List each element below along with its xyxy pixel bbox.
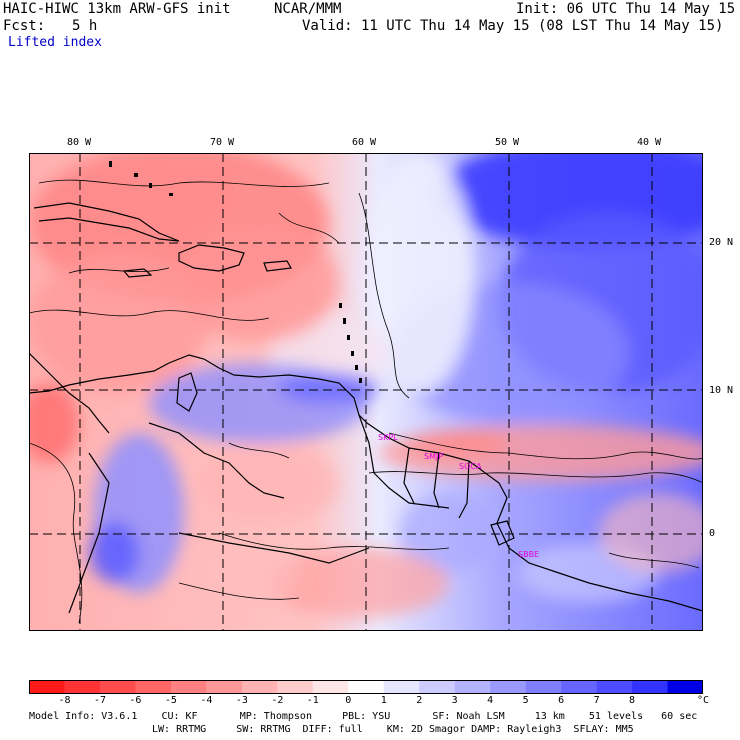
colorbar-tick-label: 3 — [451, 695, 458, 706]
colorbar-cell — [490, 680, 526, 694]
colorbar-cell — [348, 680, 385, 694]
model-info-line2: LW: RRTMG SW: RRTMG DIFF: full KM: 2D Sm… — [152, 724, 634, 735]
colorbar-cell — [170, 680, 207, 694]
colorbar-tick-label: 8 — [629, 695, 636, 706]
colorbar-cell — [29, 680, 65, 694]
station-labels: SKPL SMJP SOCA SBBE — [378, 433, 539, 559]
colorbar — [29, 680, 703, 694]
colorbar-cell — [64, 680, 101, 694]
colorbar-tick-label: 5 — [522, 695, 529, 706]
field-shading — [29, 153, 703, 618]
colorbar-cell — [632, 680, 668, 694]
colorbar-tick-label: -7 — [93, 695, 106, 706]
colorbar-cell — [312, 680, 349, 694]
forecast-hours: 5 h — [72, 18, 98, 34]
colorbar-tick-label: -4 — [200, 695, 213, 706]
lat-label-10n: 10 N — [709, 385, 734, 396]
lon-label-40w: 40 W — [637, 137, 662, 148]
lon-label-70w: 70 W — [210, 137, 235, 148]
colorbar-unit: °C — [697, 695, 710, 706]
colorbar-cell — [596, 680, 633, 694]
lifted-index-map: SKPL SMJP SOCA SBBE — [29, 153, 703, 631]
colorbar-tick-label: -8 — [58, 695, 71, 706]
colorbar-cell — [135, 680, 172, 694]
station-label-sbbe: SBBE — [518, 550, 539, 559]
colorbar-tick-label: 0 — [345, 695, 352, 706]
organization-label: NCAR/MMM — [274, 1, 342, 17]
valid-time: Valid: 11 UTC Thu 14 May 15 (08 LST Thu … — [302, 18, 724, 34]
colorbar-tick-label: -5 — [164, 695, 177, 706]
colorbar-cell — [419, 680, 455, 694]
colorbar-tick-label: -3 — [235, 695, 248, 706]
init-time: Init: 06 UTC Thu 14 May 15 — [516, 1, 736, 17]
colorbar-tick-label: -6 — [129, 695, 142, 706]
station-label-smjp: SMJP — [424, 452, 443, 461]
colorbar-tick-label: 2 — [416, 695, 423, 706]
colorbar-cell — [383, 680, 420, 694]
forecast-label: Fcst: — [3, 18, 46, 34]
model-title: HAIC-HIWC 13km ARW-GFS init — [3, 1, 231, 17]
colorbar-tick-label: -2 — [271, 695, 284, 706]
field-name: Lifted index — [8, 35, 102, 50]
colorbar-cell — [561, 680, 597, 694]
lat-lon-grid — [29, 153, 703, 631]
colorbar-tick-label: 4 — [487, 695, 494, 706]
colorbar-cell — [525, 680, 562, 694]
colorbar-tick-label: 6 — [558, 695, 565, 706]
colorbar-cell — [99, 680, 136, 694]
colorbar-tick-label: 7 — [593, 695, 600, 706]
colorbar-tick-label: -1 — [306, 695, 319, 706]
colorbar-cell — [667, 680, 703, 694]
model-info-line1: Model Info: V3.6.1 CU: KF MP: Thompson P… — [29, 711, 698, 722]
lon-label-80w: 80 W — [67, 137, 92, 148]
contour-lines — [29, 179, 703, 624]
colorbar-cell — [277, 680, 314, 694]
colorbar-tick-label: 1 — [380, 695, 387, 706]
colorbar-cell — [241, 680, 278, 694]
lat-label-20n: 20 N — [709, 237, 734, 248]
lat-label-0: 0 — [709, 528, 716, 539]
colorbar-cell — [206, 680, 243, 694]
station-label-soca: SOCA — [459, 462, 482, 471]
station-label-skpl: SKPL — [378, 433, 398, 442]
colorbar-cell — [454, 680, 491, 694]
coastlines — [29, 202, 703, 614]
map-frame — [29, 153, 703, 631]
lon-label-50w: 50 W — [495, 137, 520, 148]
lon-label-60w: 60 W — [352, 137, 377, 148]
